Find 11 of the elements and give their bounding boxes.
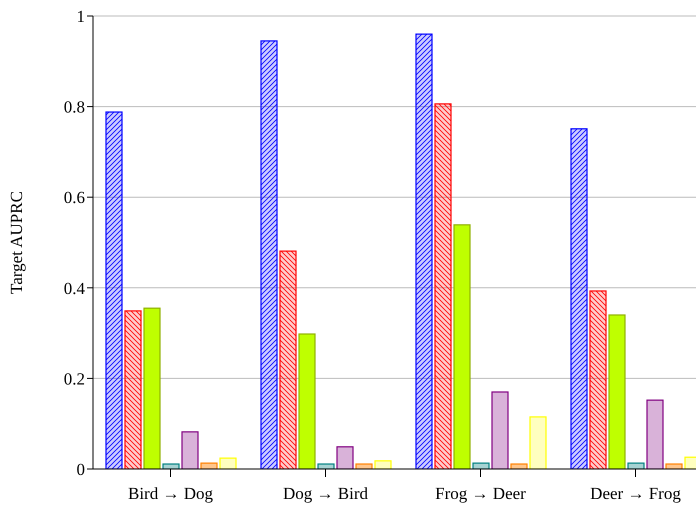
y-tick-label: 0.4 bbox=[64, 278, 86, 298]
y-tick-label: 0.8 bbox=[64, 98, 85, 117]
x-tick-label: Dog → Bird bbox=[283, 484, 368, 504]
y-tick-label: 0.6 bbox=[64, 188, 85, 208]
y-tick-label: 0 bbox=[76, 460, 85, 480]
y-tick-label: 0.2 bbox=[64, 369, 85, 388]
x-tick-label: Frog → Deer bbox=[435, 484, 526, 504]
x-tick-label: Bird → Dog bbox=[128, 484, 214, 504]
y-tick-label: 1 bbox=[76, 7, 85, 26]
y-axis-title: Target AUPRC bbox=[7, 191, 26, 294]
x-tick-label: Deer → Frog bbox=[590, 484, 682, 504]
